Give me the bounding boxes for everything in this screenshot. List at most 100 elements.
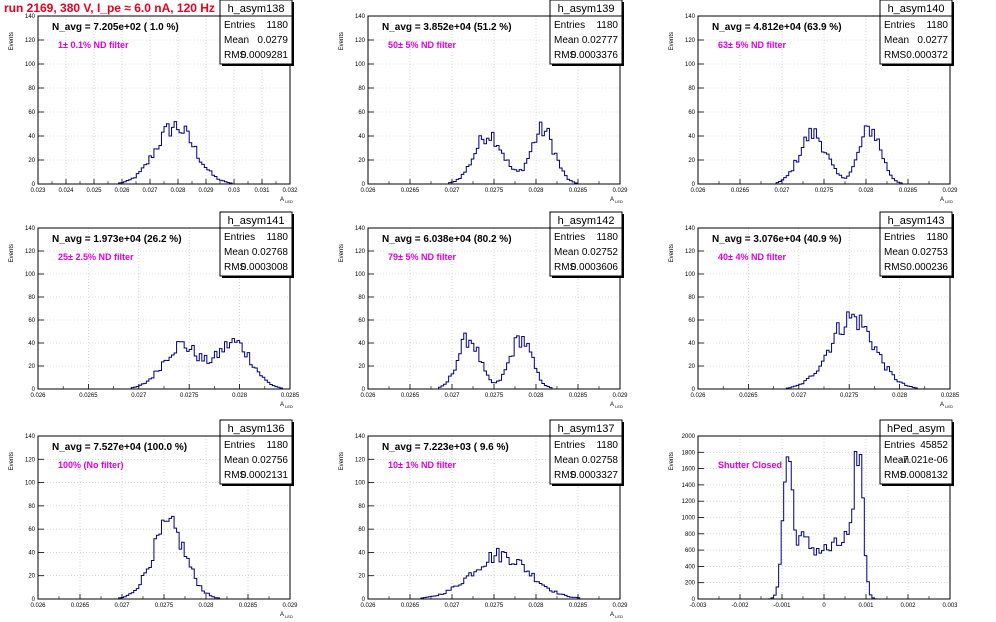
histogram-name: h_asym139: [558, 3, 615, 15]
y-tick-label: 20: [358, 158, 365, 164]
stats-label: Entries: [884, 232, 915, 243]
navg-text: N_avg = 7.527e+04 (100.0 %): [52, 442, 187, 453]
panel-h_asym137: 0.026 0.0265 0.027 0.0275 0.028 0.0285 0.029 0 2…: [339, 419, 628, 619]
x-tick-label: 0.0275: [485, 603, 504, 609]
y-tick-label: 60: [28, 110, 35, 116]
y-tick-label: 80: [688, 295, 695, 301]
y-tick-label: 20: [28, 158, 35, 164]
filter-note: 10± 1% ND filter: [388, 460, 456, 470]
stats-label: Entries: [884, 440, 915, 451]
x-tick-label: 0.0265: [71, 603, 90, 609]
stats-label: Mean: [554, 247, 579, 258]
y-tick-label: 1000: [682, 516, 696, 522]
y-axis-title: Events: [339, 452, 345, 470]
y-tick-label: 120: [355, 38, 366, 44]
stats-box: h_asym137 Entries 1180 Mean 0.02758 RMS0.0003…: [549, 419, 624, 486]
stats-label: Entries: [554, 20, 585, 31]
x-tick-label: 0.0285: [239, 603, 258, 609]
stats-value: 0.0279: [257, 35, 288, 46]
x-tick-label: 0.029: [282, 603, 298, 609]
x-tick-label: 0.0285: [569, 393, 588, 399]
y-tick-label: 40: [28, 341, 35, 347]
histogram-line: [368, 332, 620, 390]
stats-background: [879, 419, 953, 485]
y-tick-label: 0: [692, 597, 696, 603]
y-tick-label: 80: [358, 504, 365, 510]
x-tick-label: -0.001: [773, 603, 791, 609]
navg-text: N_avg = 1.973e+04 (26.2 %): [52, 234, 182, 245]
y-tick-label: 0: [32, 597, 36, 603]
stats-label: Entries: [554, 232, 585, 243]
y-tick-label: 600: [685, 548, 696, 554]
x-tick-label: 0.027: [774, 188, 790, 194]
histogram-line: [698, 311, 950, 390]
x-axis-title: A LED: [940, 197, 953, 204]
y-tick-label: 60: [688, 110, 695, 116]
x-tick-label: 0.0265: [401, 393, 420, 399]
stats-box: hPed_asym Entries 45852 Mean-7.021e-06 RMS0.…: [879, 419, 954, 486]
histogram-line: [368, 121, 620, 185]
y-tick-label: 20: [28, 364, 35, 370]
stats-label: Mean: [224, 35, 249, 46]
stats-background: [549, 211, 623, 277]
y-tick-label: 1600: [682, 467, 696, 473]
histogram-name: h_asym142: [558, 215, 615, 227]
y-tick-label: 60: [358, 527, 365, 533]
stats-label: Entries: [224, 20, 255, 31]
x-tick-label: -0.002: [731, 603, 749, 609]
stats-value: 1180: [596, 20, 618, 31]
stats-label: RMS: [224, 50, 247, 61]
histogram-name: h_asym137: [558, 423, 615, 435]
stats-label: RMS: [554, 50, 577, 61]
x-tick-label: 0.0285: [569, 188, 588, 194]
y-tick-label: 60: [688, 318, 695, 324]
navg-text: N_avg = 3.076e+04 (40.9 %): [712, 234, 842, 245]
x-tick-label: 0.003: [942, 603, 958, 609]
x-axis-title: A LED: [940, 402, 953, 409]
x-tick-label: 0.0275: [485, 188, 504, 194]
panel-h_asym142: 0.026 0.0265 0.027 0.0275 0.028 0.0285 0.029 0 2…: [339, 211, 628, 409]
stats-label: RMS: [884, 470, 907, 481]
y-tick-label: 20: [688, 158, 695, 164]
histogram-name: h_asym140: [888, 3, 945, 15]
histogram-name: h_asym141: [228, 215, 285, 227]
x-tick-label: 0.029: [612, 188, 628, 194]
y-tick-label: 120: [355, 249, 366, 255]
y-tick-label: 20: [358, 364, 365, 370]
stats-box: h_asym140 Entries 1180 Mean 0.0277 RMS 0.00037…: [879, 0, 954, 66]
navg-text: N_avg = 3.852e+04 (51.2 %): [382, 22, 512, 33]
histogram-line: [368, 547, 620, 600]
y-tick-label: 1200: [682, 499, 696, 505]
x-axis-title: A LED: [280, 197, 293, 204]
y-tick-label: 40: [358, 550, 365, 556]
x-axis-title-sub: LED: [944, 404, 953, 409]
y-tick-label: 140: [355, 434, 366, 440]
filter-note: 79± 5% ND filter: [388, 252, 456, 262]
x-tick-label: -0.003: [689, 603, 707, 609]
stats-box: h_asym142 Entries 1180 Mean 0.02752 RMS0.0003…: [549, 211, 624, 278]
x-tick-label: 0.028: [198, 603, 214, 609]
x-tick-label: 0.0265: [731, 188, 750, 194]
y-tick-label: 0: [32, 182, 36, 188]
x-tick-label: 0.0285: [569, 603, 588, 609]
histogram-name: h_asym136: [228, 423, 285, 435]
x-axis-title: A LED: [610, 612, 623, 619]
x-tick-label: 0.0265: [739, 393, 758, 399]
x-tick-label: 0.026: [30, 603, 46, 609]
y-tick-label: 100: [355, 62, 366, 68]
y-tick-label: 140: [355, 226, 366, 232]
y-tick-label: 120: [25, 38, 36, 44]
stats-background: [879, 0, 953, 65]
panel-hPed_asym: -0.003 -0.002 -0.001 0 0.001 0.002 0.003 0 200 40…: [669, 419, 958, 609]
stats-value: 1180: [266, 440, 288, 451]
stats-value: 0.02753: [912, 247, 949, 258]
x-tick-label: 0.0275: [180, 393, 199, 399]
x-tick-label: 0.029: [612, 393, 628, 399]
stats-label: Entries: [224, 232, 255, 243]
x-tick-label: 0.0275: [485, 393, 504, 399]
stats-value: 0.02758: [582, 455, 619, 466]
x-axis-title: A LED: [280, 612, 293, 619]
stats-value: 0.0003606: [571, 262, 619, 273]
x-tick-label: 0.03: [228, 188, 240, 194]
x-tick-label: 0.024: [58, 188, 74, 194]
